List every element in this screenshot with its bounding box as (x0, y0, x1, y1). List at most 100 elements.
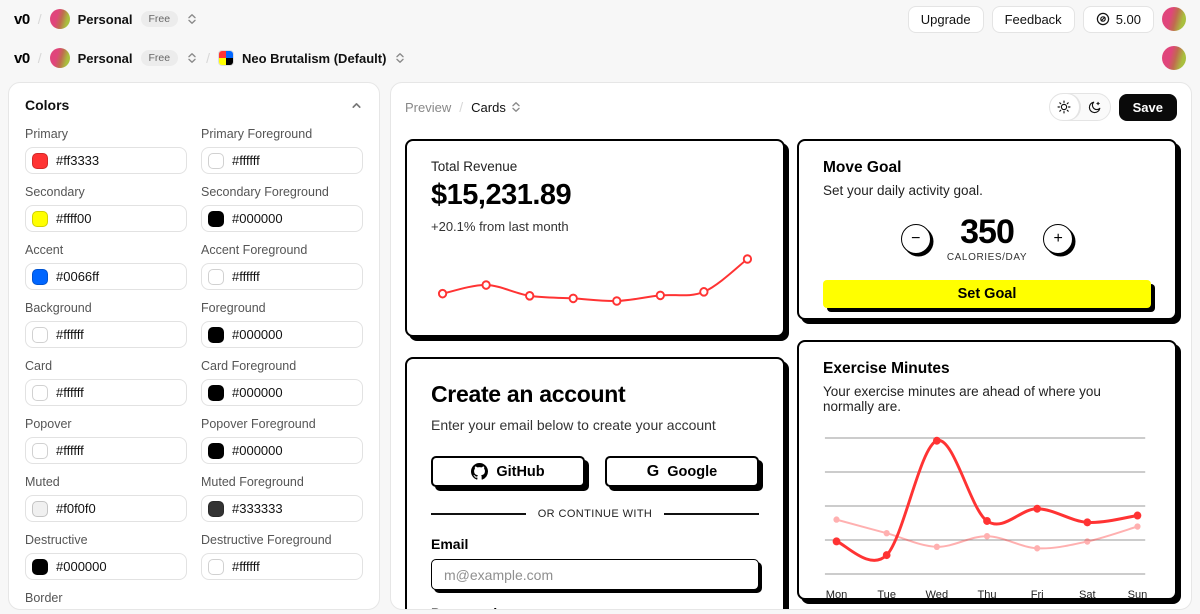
hex-value-input[interactable] (56, 211, 180, 226)
dark-mode-button[interactable] (1080, 94, 1110, 120)
svg-text:Fri: Fri (1031, 589, 1044, 601)
sun-icon (1057, 100, 1071, 114)
theme-selector[interactable]: Neo Brutalism (Default) (241, 50, 387, 66)
chevron-up-down-icon[interactable] (186, 52, 198, 64)
color-field-label: Muted Foreground (201, 475, 304, 489)
breadcrumb-separator: / (37, 11, 42, 27)
account-subtitle: Enter your email below to create your ac… (431, 417, 716, 433)
feedback-button[interactable]: Feedback (991, 5, 1075, 33)
breadcrumb-separator: / (206, 50, 210, 66)
user-avatar[interactable] (1162, 7, 1186, 31)
moon-icon (1088, 101, 1101, 114)
hex-value-input[interactable] (56, 385, 180, 400)
move-goal-title: Move Goal (823, 159, 902, 176)
breadcrumb-preview[interactable]: Preview (405, 99, 452, 115)
set-goal-button[interactable]: Set Goal (823, 280, 1151, 308)
color-field-label: Popover (25, 417, 72, 431)
color-swatch[interactable] (32, 500, 48, 517)
upgrade-button[interactable]: Upgrade (907, 5, 984, 33)
or-continue-divider: OR CONTINUE WITH (431, 508, 759, 520)
hex-value-input[interactable] (232, 153, 356, 168)
email-field[interactable] (431, 559, 759, 590)
color-swatch[interactable] (208, 384, 224, 401)
google-button[interactable]: G Google (605, 456, 759, 487)
total-revenue-card: Total Revenue $15,231.89 +20.1% from las… (405, 139, 785, 337)
color-swatch[interactable] (32, 442, 48, 459)
color-swatch[interactable] (208, 210, 224, 227)
chevron-up-icon[interactable] (350, 99, 363, 112)
chevron-up-down-icon[interactable] (186, 13, 198, 25)
color-field: Card Foreground (201, 359, 363, 406)
increment-goal-button[interactable]: + (1043, 224, 1074, 254)
hex-value-input[interactable] (56, 501, 180, 516)
color-field: Accent Foreground (201, 243, 363, 290)
preview-panel: Preview / Cards Sav (390, 82, 1192, 610)
light-mode-button[interactable] (1049, 94, 1080, 120)
credits-button[interactable]: 5.00 (1082, 5, 1154, 33)
color-swatch[interactable] (208, 268, 224, 285)
team-name[interactable]: Personal (77, 50, 133, 66)
team-avatar[interactable] (49, 48, 70, 68)
v0-logo[interactable]: v0 (14, 49, 30, 67)
cards-preview-grid: Total Revenue $15,231.89 +20.1% from las… (391, 131, 1191, 609)
plan-badge: Free (140, 50, 179, 66)
color-swatch[interactable] (32, 384, 48, 401)
color-fields-grid: Primary Primary Foreground Secondary Second… (25, 127, 363, 609)
revenue-title: Total Revenue (431, 159, 518, 174)
color-field-label: Popover Foreground (201, 417, 316, 431)
color-swatch[interactable] (32, 326, 48, 343)
hex-value-input[interactable] (232, 327, 356, 342)
hex-value-input[interactable] (56, 153, 180, 168)
exercise-minutes-card: Exercise Minutes Your exercise minutes a… (797, 340, 1177, 601)
color-field-label: Border (25, 591, 63, 605)
chevron-up-down-icon[interactable] (394, 52, 406, 64)
main-area: Colors Primary Primary Foreground Secondar… (0, 78, 1200, 610)
move-goal-subtitle: Set your daily activity goal. (823, 183, 983, 198)
color-field: Popover Foreground (201, 417, 363, 464)
revenue-delta: +20.1% from last month (431, 219, 569, 234)
color-field-label: Destructive Foreground (201, 533, 332, 547)
color-swatch[interactable] (208, 558, 224, 575)
hex-value-input[interactable] (232, 269, 356, 284)
hex-value-input[interactable] (56, 327, 180, 342)
color-field: Secondary Foreground (201, 185, 363, 232)
hex-value-input[interactable] (56, 269, 180, 284)
color-field: Primary (25, 127, 187, 174)
color-field: Primary Foreground (201, 127, 363, 174)
hex-value-input[interactable] (232, 211, 356, 226)
hex-value-input[interactable] (56, 443, 180, 458)
decrement-goal-button[interactable]: − (900, 224, 931, 254)
user-avatar[interactable] (1162, 46, 1186, 70)
account-title: Create an account (431, 381, 626, 407)
color-field-label: Destructive (25, 533, 88, 547)
color-field-label: Background (25, 301, 92, 315)
colors-panel: Colors Primary Primary Foreground Secondar… (8, 82, 380, 610)
color-swatch[interactable] (32, 558, 48, 575)
team-avatar[interactable] (49, 9, 70, 29)
save-button[interactable]: Save (1118, 93, 1177, 121)
github-button[interactable]: GitHub (431, 456, 585, 487)
color-swatch[interactable] (32, 268, 48, 285)
v0-logo[interactable]: v0 (14, 10, 30, 28)
color-swatch[interactable] (208, 326, 224, 343)
chevron-up-down-icon (510, 101, 522, 113)
color-swatch[interactable] (208, 442, 224, 459)
hex-value-input[interactable] (232, 501, 356, 516)
color-swatch[interactable] (32, 152, 48, 169)
color-field-label: Primary (25, 127, 69, 141)
hex-value-input[interactable] (232, 559, 356, 574)
hex-value-input[interactable] (232, 385, 356, 400)
breadcrumb-cards-selector[interactable]: Cards (471, 100, 522, 115)
color-swatch[interactable] (32, 210, 48, 227)
team-name[interactable]: Personal (77, 11, 133, 27)
color-field-label: Accent Foreground (201, 243, 308, 257)
hex-value-input[interactable] (232, 443, 356, 458)
email-label: Email (431, 536, 469, 552)
hex-value-input[interactable] (56, 559, 180, 574)
color-swatch[interactable] (208, 152, 224, 169)
colors-section-title: Colors (25, 97, 70, 113)
top-nav: v0 / Personal Free Upgrade Feedback 5.00 (0, 0, 1200, 38)
color-field-label: Primary Foreground (201, 127, 313, 141)
color-field: Muted Foreground (201, 475, 363, 522)
color-swatch[interactable] (208, 500, 224, 517)
